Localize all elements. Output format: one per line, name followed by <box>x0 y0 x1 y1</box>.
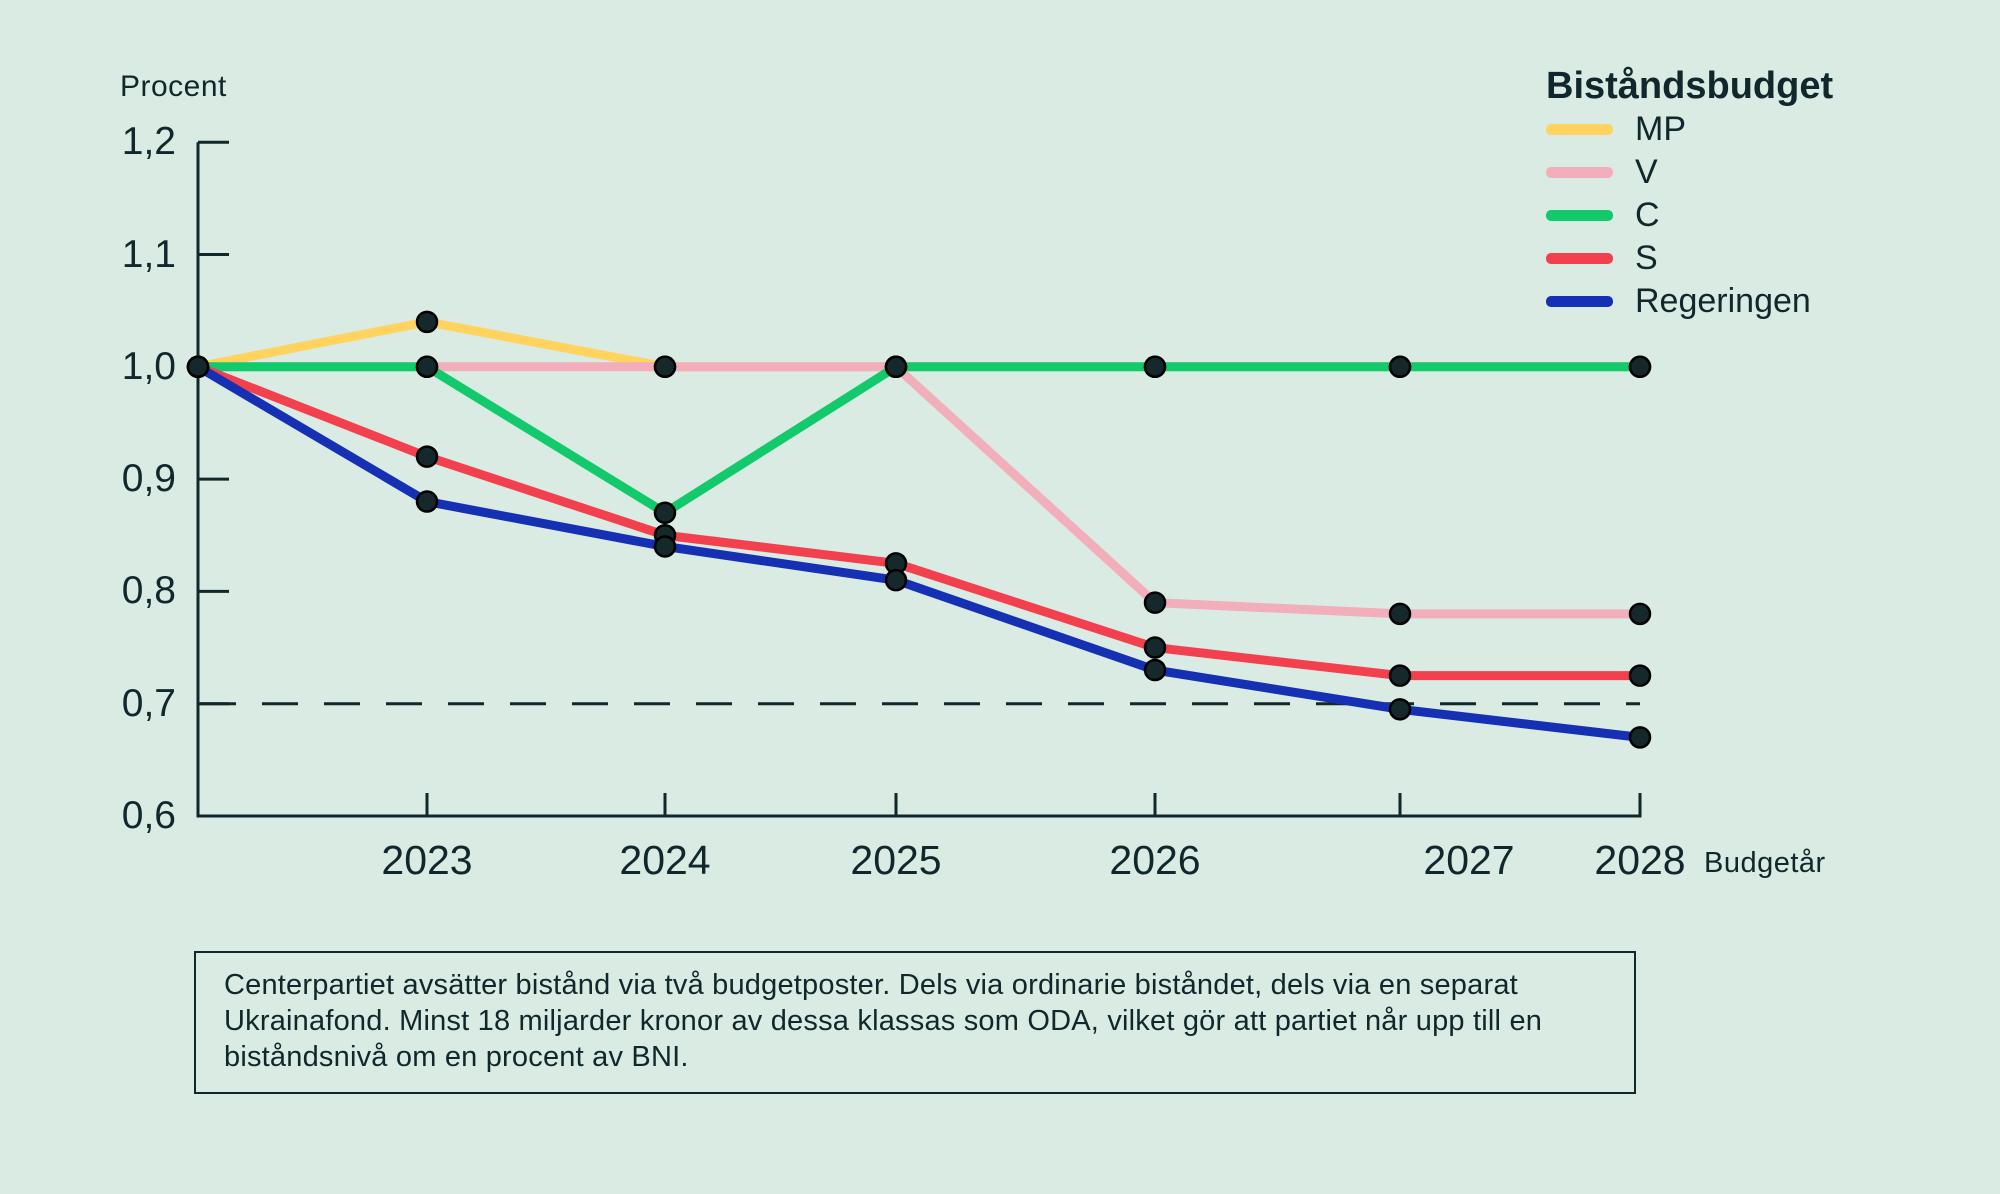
legend-swatch-icon <box>1546 167 1613 178</box>
y-tick-label: 0,7 <box>121 681 176 725</box>
data-point-MP <box>415 310 439 334</box>
x-axis-title: Budgetår <box>1704 847 1826 879</box>
legend-item-label: MP <box>1635 110 1686 148</box>
x-tick-label: 2024 <box>619 837 711 883</box>
series-line-S <box>193 362 1645 681</box>
data-point-S <box>1143 636 1167 659</box>
x-tick-label: 2026 <box>1109 837 1201 883</box>
data-point-C <box>1628 355 1652 379</box>
data-point-V <box>1388 602 1412 626</box>
footnote-line: biståndsnivå om en procent av BNI. <box>224 1041 689 1073</box>
legend-item-MP: MP <box>1546 108 1833 151</box>
data-point-Regeringen <box>1628 726 1652 749</box>
data-point-C <box>415 355 439 379</box>
footnote-line: Centerpartiet avsätter bistånd via två b… <box>224 969 1518 1001</box>
data-point-V <box>1143 591 1167 614</box>
x-tick-label: 2027 <box>1423 837 1515 883</box>
data-point-Regeringen <box>653 535 677 558</box>
data-point-C <box>1143 355 1167 379</box>
x-tick-label: 2025 <box>850 837 942 883</box>
x-tick-label: 2023 <box>381 837 473 883</box>
y-tick-label: 1,1 <box>121 232 176 276</box>
y-axis-title: Procent <box>120 70 227 103</box>
legend-item-label: V <box>1635 153 1658 191</box>
y-tick-label: 0,9 <box>121 457 176 501</box>
data-point-S <box>1388 664 1412 687</box>
data-point-V <box>653 355 677 379</box>
legend-swatch-icon <box>1546 210 1613 221</box>
footnote-box: Centerpartiet avsätter bistånd via två b… <box>194 951 1636 1094</box>
data-point-C <box>1388 355 1412 379</box>
y-tick-label: 1,0 <box>121 344 176 388</box>
y-tick-label: 1,2 <box>121 120 176 164</box>
data-point-V <box>1628 602 1652 626</box>
data-point-Regeringen <box>884 568 908 592</box>
data-point-C <box>884 355 908 379</box>
data-point-Regeringen <box>1143 658 1167 682</box>
data-point-S <box>415 445 439 468</box>
legend-title: Biståndsbudget <box>1546 65 1834 107</box>
x-tick-label: 2028 <box>1594 837 1686 883</box>
legend-item-Regeringen: Regeringen <box>1546 280 1833 323</box>
series-line-MP <box>193 317 1645 372</box>
legend-items: MP V C S Regeringen <box>1546 108 1833 323</box>
legend: Biståndsbudget MP V C S Regeringen <box>1546 64 1833 323</box>
data-point-Regeringen <box>415 490 439 513</box>
legend-swatch-icon <box>1546 296 1613 307</box>
legend-swatch-icon <box>1546 253 1613 264</box>
series-line-Regeringen <box>193 362 1645 742</box>
legend-item-label: S <box>1635 239 1658 277</box>
data-point-Regeringen <box>1388 698 1412 721</box>
legend-swatch-icon <box>1546 124 1613 135</box>
legend-item-label: Regeringen <box>1635 282 1811 320</box>
data-point-Regeringen <box>186 355 210 379</box>
data-point-C <box>653 501 677 525</box>
y-tick-label: 0,6 <box>121 794 176 837</box>
legend-item-C: C <box>1546 194 1833 237</box>
legend-item-label: C <box>1635 196 1660 234</box>
legend-item-S: S <box>1546 237 1833 280</box>
data-point-S <box>1628 664 1652 687</box>
legend-item-V: V <box>1546 151 1833 194</box>
footnote-line: Ukrainafond. Minst 18 miljarder kronor a… <box>224 1005 1543 1037</box>
y-tick-label: 0,8 <box>121 569 176 613</box>
